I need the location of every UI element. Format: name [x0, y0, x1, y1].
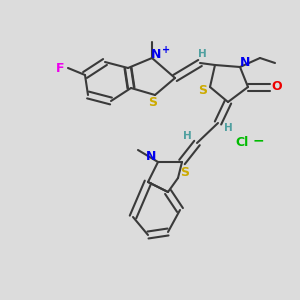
- Text: N: N: [151, 47, 161, 61]
- Text: S: S: [181, 167, 190, 179]
- Text: H: H: [224, 123, 232, 133]
- Text: F: F: [56, 61, 64, 74]
- Text: H: H: [198, 49, 206, 59]
- Text: Cl: Cl: [236, 136, 249, 149]
- Text: N: N: [240, 56, 250, 68]
- Text: N: N: [146, 151, 156, 164]
- Text: S: S: [199, 83, 208, 97]
- Text: −: −: [252, 133, 264, 147]
- Text: O: O: [272, 80, 282, 94]
- Text: H: H: [183, 131, 191, 141]
- Text: S: S: [148, 95, 158, 109]
- Text: +: +: [162, 45, 170, 55]
